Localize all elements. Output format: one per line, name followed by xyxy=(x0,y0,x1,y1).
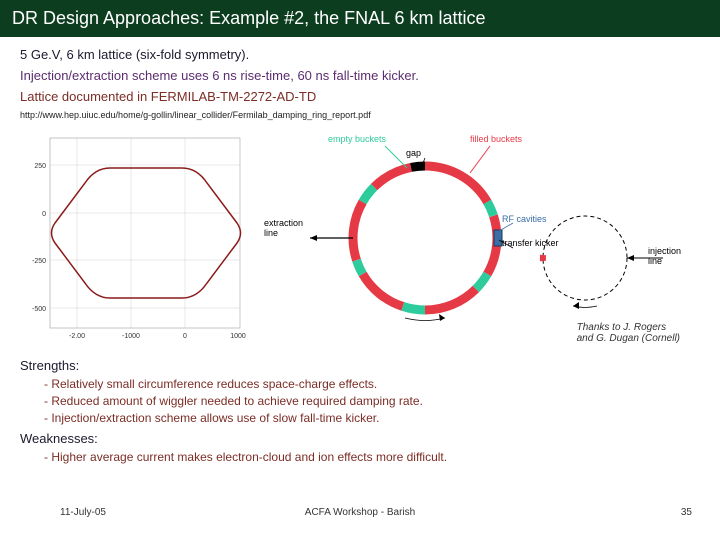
weaknesses-head: Weaknesses: xyxy=(20,431,700,446)
label-filled-buckets: filled buckets xyxy=(470,134,522,144)
svg-text:250: 250 xyxy=(34,163,46,170)
line-doc: Lattice documented in FERMILAB-TM-2272-A… xyxy=(20,89,700,104)
slide-content: 5 Ge.V, 6 km lattice (six-fold symmetry)… xyxy=(0,37,720,477)
svg-text:-500: -500 xyxy=(32,306,46,313)
label-rf-cavities: RF cavities xyxy=(502,214,547,224)
label-gap: gap xyxy=(406,148,421,158)
credit-text: Thanks to J. Rogers and G. Dugan (Cornel… xyxy=(577,322,680,344)
svg-text:1000: 1000 xyxy=(230,333,246,340)
diagram-row: -500 -250 0 250 -2.00 -1000 0 1000 xyxy=(20,128,700,348)
svg-text:-250: -250 xyxy=(32,258,46,265)
line-energy: 5 Ge.V, 6 km lattice (six-fold symmetry)… xyxy=(20,47,700,62)
strength-item: - Relatively small circumference reduces… xyxy=(44,377,700,391)
strength-item: - Injection/extraction scheme allows use… xyxy=(44,411,700,425)
label-extraction-line: extraction line xyxy=(264,218,303,238)
doc-url: http://www.hep.uiuc.edu/home/g-gollin/li… xyxy=(20,110,700,120)
slide-title-bar: DR Design Approaches: Example #2, the FN… xyxy=(0,0,720,37)
label-injection-line: injection line xyxy=(648,246,681,266)
strengths-head: Strengths: xyxy=(20,358,700,373)
weakness-item: - Higher average current makes electron-… xyxy=(44,450,700,464)
svg-text:-2.00: -2.00 xyxy=(69,333,85,340)
label-transfer-kicker: transfer kicker xyxy=(502,238,559,248)
footer-date: 11-July-05 xyxy=(60,507,106,518)
footer-page-number: 35 xyxy=(681,507,692,518)
svg-text:0: 0 xyxy=(183,333,187,340)
footer-center: ACFA Workshop - Barish xyxy=(305,507,415,518)
svg-text:0: 0 xyxy=(42,211,46,218)
svg-text:-1000: -1000 xyxy=(122,333,140,340)
line-injection: Injection/extraction scheme uses 6 ns ri… xyxy=(20,68,700,83)
label-empty-buckets: empty buckets xyxy=(328,134,386,144)
ring-diagram: empty buckets filled buckets gap extract… xyxy=(270,128,700,348)
slide-title: DR Design Approaches: Example #2, the FN… xyxy=(12,8,486,28)
strength-item: - Reduced amount of wiggler needed to ac… xyxy=(44,394,700,408)
lattice-plot: -500 -250 0 250 -2.00 -1000 0 1000 xyxy=(20,128,250,348)
